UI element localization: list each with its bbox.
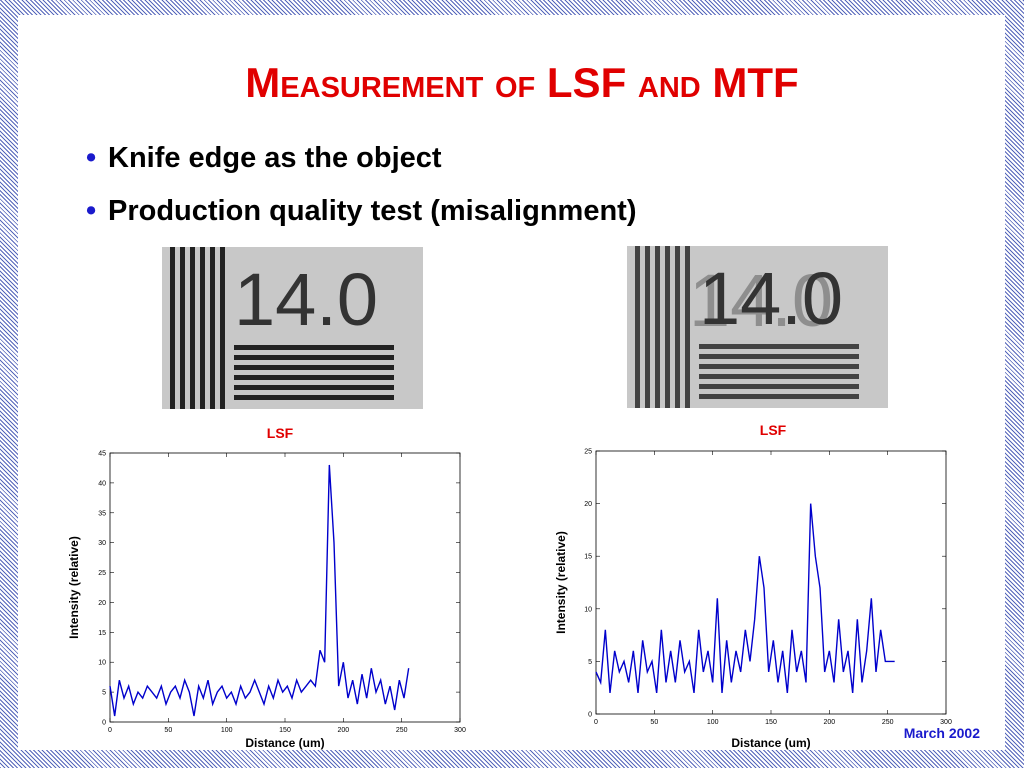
x-tick-label: 150 <box>279 727 291 734</box>
photo-bar <box>190 247 195 409</box>
y-tick-label: 5 <box>588 659 592 666</box>
y-axis-label: Intensity (relative) <box>554 531 568 634</box>
bullet: Knife edge as the object <box>108 142 442 174</box>
x-tick-label: 300 <box>454 727 466 734</box>
photo-bar <box>699 394 859 399</box>
x-tick-label: 200 <box>823 719 835 726</box>
bullet: Production quality test (misalignment) <box>108 195 637 227</box>
y-tick-label: 45 <box>98 451 106 458</box>
series-line <box>595 503 895 694</box>
x-tick-label: 0 <box>108 727 112 734</box>
x-tick-label: 50 <box>650 719 658 726</box>
chart-title: LSF <box>760 422 787 438</box>
series-line <box>109 464 410 717</box>
bullet-dot: • <box>86 195 96 227</box>
photo-bar <box>645 246 650 408</box>
x-axis-label: Distance (um) <box>731 736 810 750</box>
x-tick-label: 100 <box>707 719 719 726</box>
x-tick-label: 250 <box>882 719 894 726</box>
y-tick-label: 25 <box>98 570 106 577</box>
photo-bar <box>234 355 394 360</box>
y-tick-label: 15 <box>98 630 106 637</box>
photo-bar <box>699 344 859 349</box>
photo-bar <box>699 354 859 359</box>
photo-bar <box>234 365 394 370</box>
y-tick-label: 25 <box>584 449 592 456</box>
photo-bar <box>200 247 205 409</box>
y-tick-label: 10 <box>98 660 106 667</box>
title: Measurement of LSF and MTF <box>245 59 798 106</box>
y-tick-label: 40 <box>98 480 106 487</box>
photo-bar <box>170 247 175 409</box>
photo-bar <box>220 247 225 409</box>
photo-bar <box>699 384 859 389</box>
y-tick-label: 30 <box>98 540 106 547</box>
photo-text: 14.0 <box>234 258 378 341</box>
bullet-dot: • <box>86 142 96 174</box>
photo-bar <box>210 247 215 409</box>
x-axis-label: Distance (um) <box>245 736 324 750</box>
photo-bar <box>180 247 185 409</box>
y-tick-label: 0 <box>588 712 592 719</box>
photo-bar <box>635 246 640 408</box>
photo-bg <box>627 246 888 408</box>
y-tick-label: 20 <box>584 501 592 508</box>
x-tick-label: 0 <box>594 719 598 726</box>
footer: March 2002 <box>904 725 980 741</box>
y-axis-label: Intensity (relative) <box>67 536 81 639</box>
y-tick-label: 5 <box>102 690 106 697</box>
plot-frame <box>109 452 461 723</box>
photo-bar <box>234 385 394 390</box>
x-tick-label: 300 <box>940 719 952 726</box>
y-tick-label: 35 <box>98 510 106 517</box>
photo-bar <box>655 246 660 408</box>
y-tick-label: 10 <box>584 606 592 613</box>
photo-bar <box>675 246 680 408</box>
photo-bg <box>162 247 423 409</box>
photo-text: 14.0 <box>699 257 843 340</box>
y-tick-label: 15 <box>584 554 592 561</box>
x-tick-label: 200 <box>337 727 349 734</box>
photo-bar <box>699 374 859 379</box>
photo-bar <box>234 345 394 350</box>
x-tick-label: 100 <box>221 727 233 734</box>
photo-bar <box>685 246 690 408</box>
photo-bar <box>665 246 670 408</box>
photo-bar <box>234 375 394 380</box>
plot-frame <box>595 450 947 715</box>
chart-title: LSF <box>267 425 294 441</box>
photo: 14.014.0 <box>627 246 888 408</box>
y-tick-label: 20 <box>98 600 106 607</box>
x-tick-label: 250 <box>396 727 408 734</box>
photo-text-ghost: 14.0 <box>689 259 833 342</box>
x-tick-label: 50 <box>164 727 172 734</box>
photo-bar <box>699 364 859 369</box>
x-tick-label: 150 <box>765 719 777 726</box>
photo-bar <box>234 395 394 400</box>
photo: 14.0 <box>162 247 423 409</box>
y-tick-label: 0 <box>102 720 106 727</box>
